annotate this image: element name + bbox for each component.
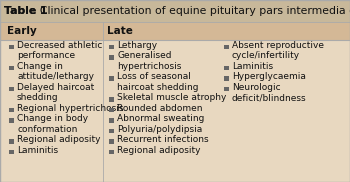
- Bar: [109, 150, 113, 155]
- Text: Early: Early: [7, 26, 37, 36]
- Bar: [9, 87, 14, 92]
- Text: Delayed haircoat: Delayed haircoat: [17, 82, 94, 92]
- Text: conformation: conformation: [17, 124, 77, 134]
- Text: Table 1: Table 1: [4, 6, 48, 16]
- Text: deficit/blindness: deficit/blindness: [232, 93, 307, 102]
- Bar: [9, 139, 14, 144]
- Bar: [0, 22, 350, 40]
- Bar: [109, 76, 113, 81]
- Bar: [109, 108, 113, 112]
- Bar: [0, 0, 350, 22]
- Text: Absent reproductive: Absent reproductive: [232, 41, 324, 50]
- Bar: [109, 118, 113, 123]
- Bar: [9, 118, 14, 123]
- Bar: [109, 139, 113, 144]
- Text: Abnormal sweating: Abnormal sweating: [117, 114, 204, 123]
- Text: Rounded abdomen: Rounded abdomen: [117, 104, 203, 112]
- Text: Change in: Change in: [17, 62, 63, 70]
- Text: performance: performance: [17, 51, 75, 60]
- Text: haircoat shedding: haircoat shedding: [117, 82, 198, 92]
- Text: Table 1. Clinical presentation of equine pituitary pars intermedia dysfunction: Table 1. Clinical presentation of equine…: [4, 6, 350, 16]
- Bar: [109, 98, 113, 102]
- Text: Decreased athletic: Decreased athletic: [17, 41, 102, 50]
- Bar: [109, 129, 113, 133]
- Text: Lethargy: Lethargy: [117, 41, 157, 50]
- Text: Skeletal muscle atrophy: Skeletal muscle atrophy: [117, 93, 226, 102]
- Bar: [9, 45, 14, 50]
- Text: Change in body: Change in body: [17, 114, 88, 123]
- Bar: [224, 76, 229, 81]
- Text: Recurrent infections: Recurrent infections: [117, 135, 209, 144]
- Bar: [9, 150, 14, 155]
- Text: Generalised: Generalised: [117, 51, 172, 60]
- Bar: [224, 87, 229, 92]
- Bar: [224, 66, 229, 70]
- Text: cycle/infertility: cycle/infertility: [232, 51, 300, 60]
- Bar: [9, 66, 14, 70]
- Text: Laminitis: Laminitis: [17, 146, 58, 155]
- Text: Laminitis: Laminitis: [232, 62, 273, 70]
- Text: Regional adiposity: Regional adiposity: [17, 135, 100, 144]
- Text: Polyuria/polydipsia: Polyuria/polydipsia: [117, 124, 202, 134]
- Text: hypertrichosis: hypertrichosis: [117, 62, 181, 70]
- Text: Table 1: Table 1: [4, 6, 48, 16]
- Text: Neurologic: Neurologic: [232, 82, 281, 92]
- Bar: [224, 45, 229, 50]
- Text: Hyperglycaemia: Hyperglycaemia: [232, 72, 306, 81]
- Text: . Clinical presentation of equine pituitary pars intermedia dysfunction: . Clinical presentation of equine pituit…: [33, 6, 350, 16]
- Text: Regional adiposity: Regional adiposity: [117, 146, 201, 155]
- Bar: [109, 45, 113, 50]
- Text: shedding: shedding: [17, 93, 59, 102]
- Text: attitude/lethargy: attitude/lethargy: [17, 72, 94, 81]
- Bar: [109, 56, 113, 60]
- Bar: [9, 108, 14, 112]
- Text: Late: Late: [107, 26, 133, 36]
- Text: Regional hypertrichosis: Regional hypertrichosis: [17, 104, 124, 112]
- Text: Loss of seasonal: Loss of seasonal: [117, 72, 191, 81]
